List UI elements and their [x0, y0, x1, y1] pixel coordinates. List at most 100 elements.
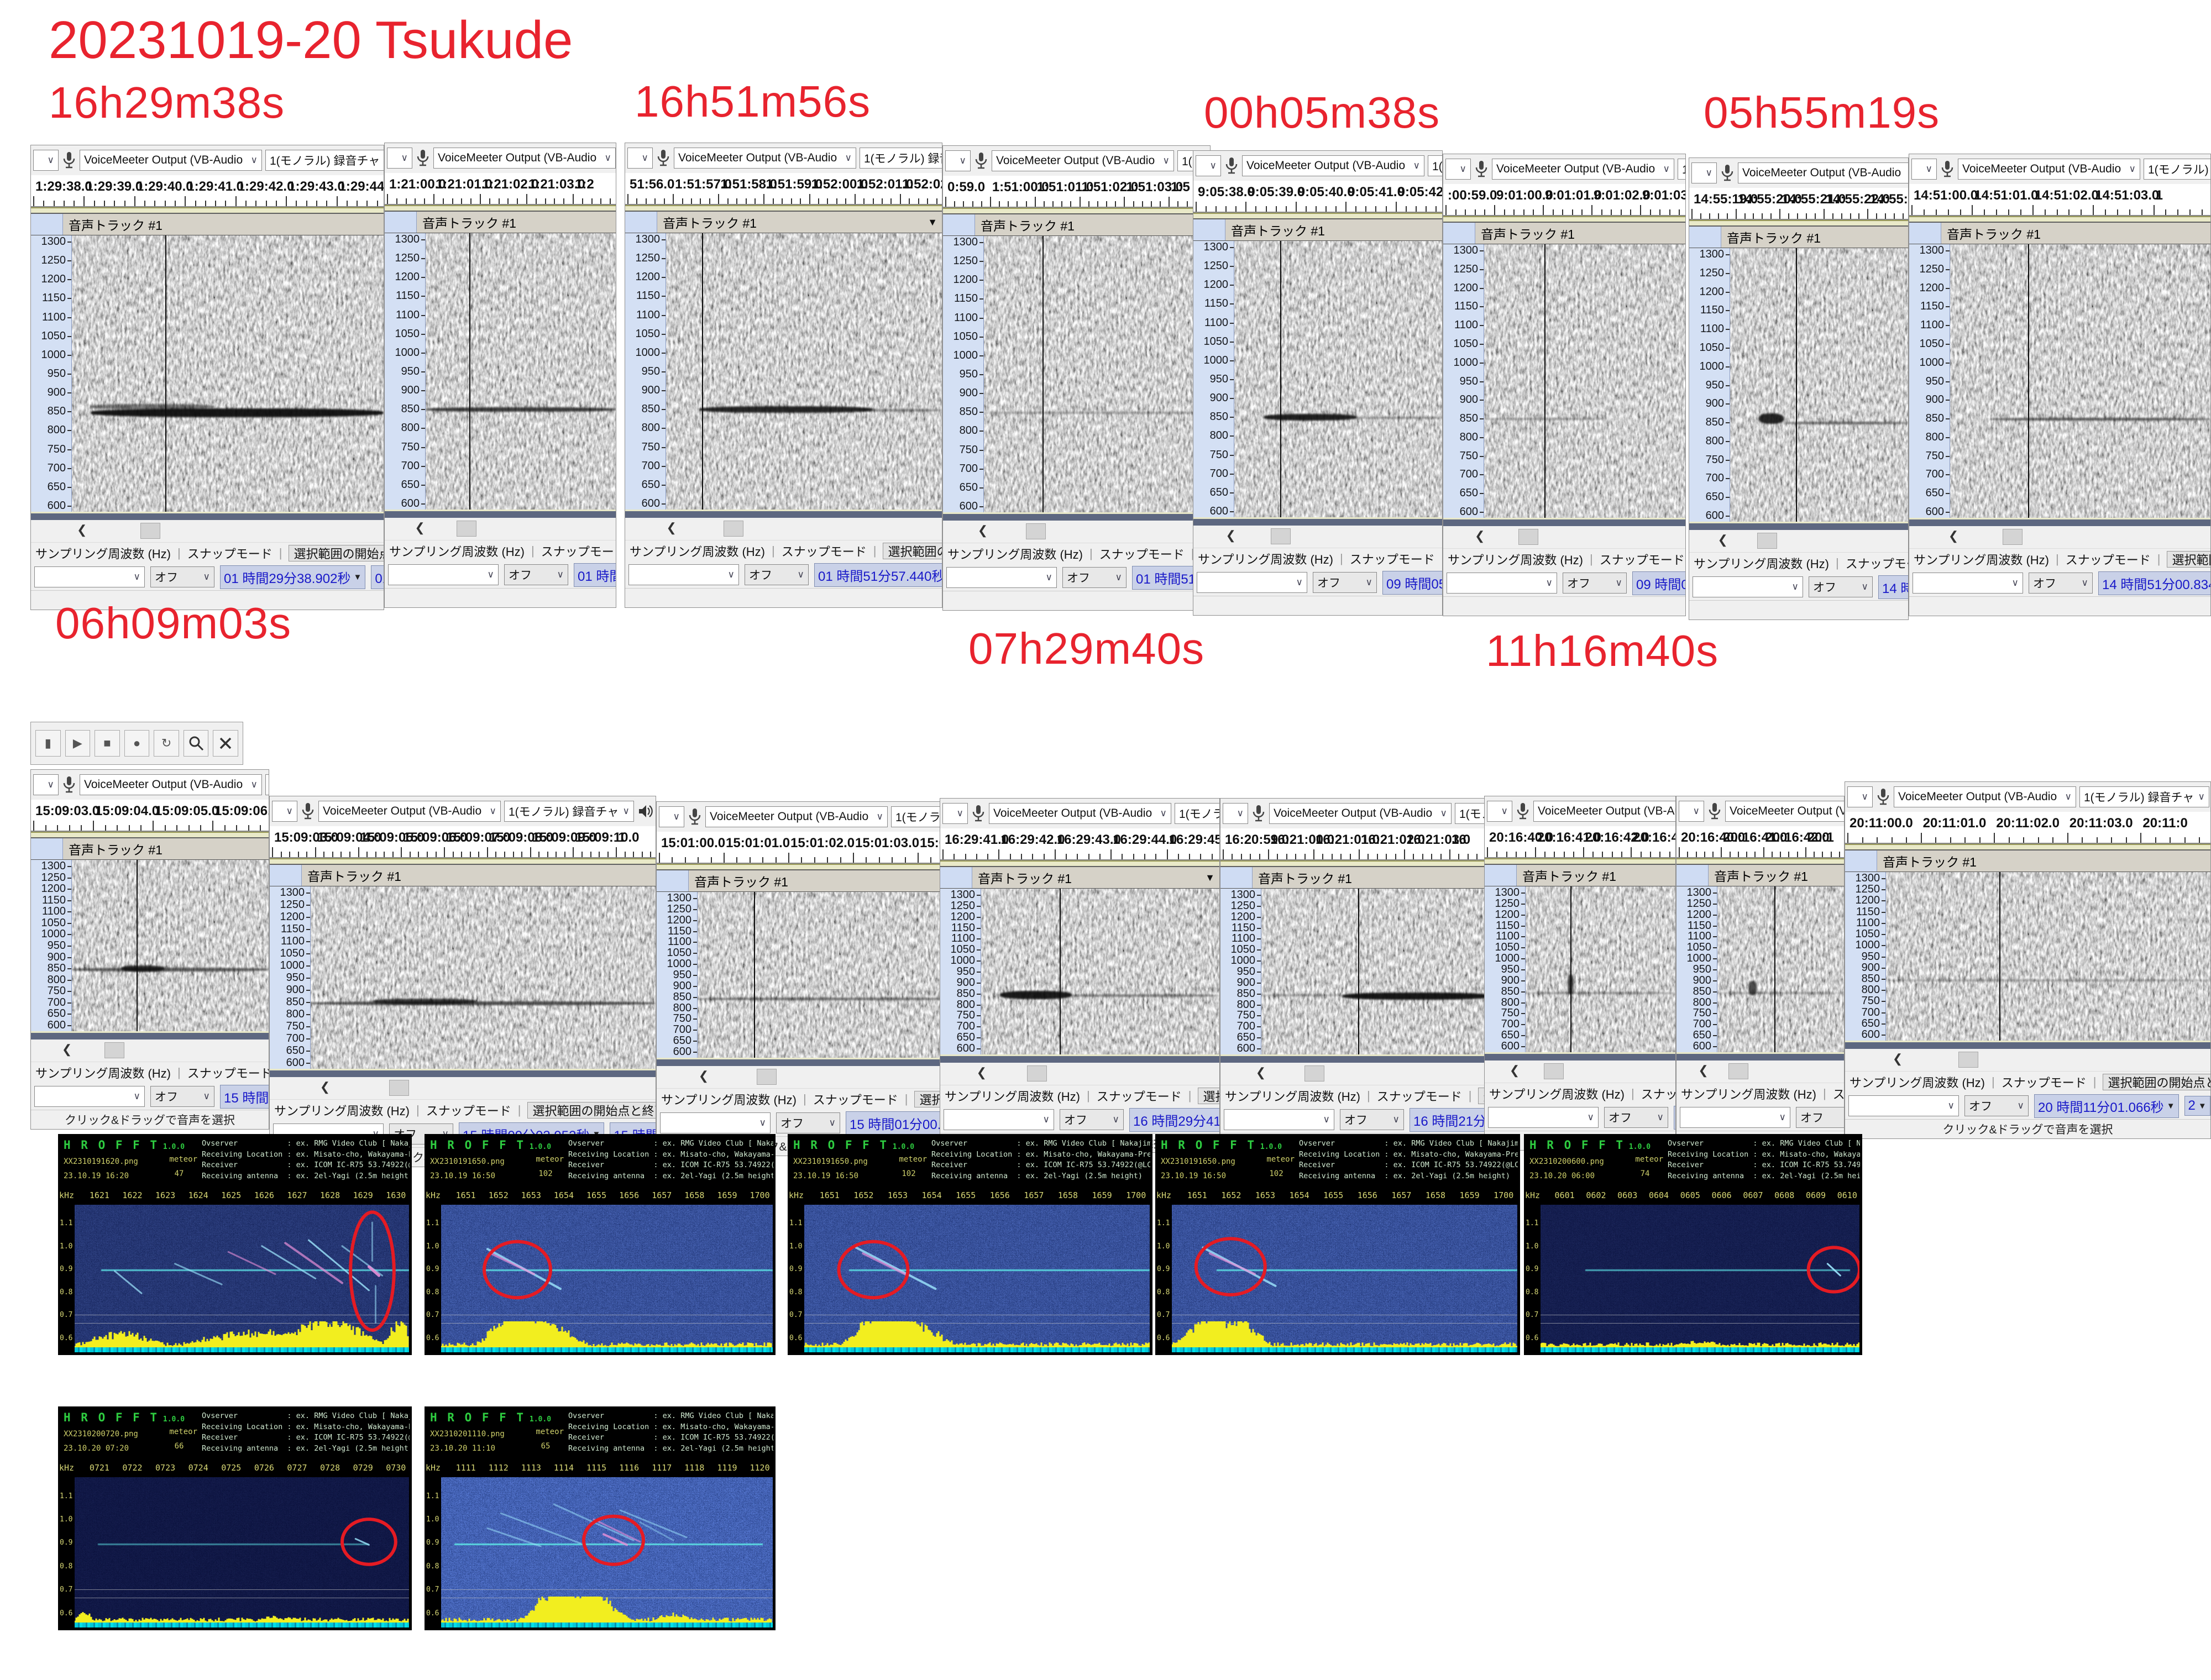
spectrogram[interactable] — [1484, 244, 1685, 518]
sampling-rate-combo[interactable]: ∨ — [1693, 576, 1803, 597]
time-ruler[interactable]: 14:55:19.0 14:55:20.0 14:55:21.0 14:55:22.0… — [1689, 188, 1908, 220]
horizontal-scrollbar[interactable]: ❮ — [943, 521, 1210, 543]
time-ruler[interactable]: 20:16:40.0 20:16:41.0 20:16:42.0 20:1 — [1676, 826, 1844, 858]
snap-mode-combo[interactable]: オフ∨ — [1340, 1109, 1404, 1130]
sampling-rate-combo[interactable]: ∨ — [1447, 573, 1557, 594]
scrollbar-thumb[interactable] — [1757, 533, 1777, 549]
playback-cursor[interactable] — [1358, 889, 1359, 1054]
time-ruler[interactable]: 20:16:40.020:16:41.020:16:42.020:16:43.0 — [1485, 826, 1675, 858]
scroll-left-icon[interactable]: ❮ — [1892, 1052, 1903, 1065]
device-stub-combo[interactable]: ∨ — [33, 774, 59, 795]
snap-mode-combo[interactable]: オフ∨ — [776, 1112, 840, 1133]
spectrogram[interactable] — [984, 236, 1210, 512]
spectrogram[interactable] — [1261, 889, 1491, 1054]
input-device-combo[interactable]: VoiceMeeter Output (VB-Audio Vo∨ — [1738, 162, 1908, 183]
scroll-left-icon[interactable]: ❮ — [319, 1080, 331, 1094]
horizontal-scrollbar[interactable]: ❮ — [1845, 1049, 2210, 1072]
clear-icon[interactable] — [213, 730, 239, 757]
sampling-rate-combo[interactable]: ∨ — [946, 567, 1057, 588]
track-header[interactable]: 音声トラック #1 ▼ — [625, 212, 942, 233]
time-ruler[interactable]: 14:51:00.0 14:51:01.0 14:51:02.0 14:51:03.0… — [1909, 184, 2210, 216]
record-channel-combo[interactable]: 1(モノラル) 録音チャンネル∨ — [265, 774, 269, 795]
track-header[interactable]: 音声トラック #1 — [1689, 227, 1908, 248]
toolbar-button[interactable]: ▶ — [65, 730, 91, 757]
snap-mode-combo[interactable]: オフ∨ — [1809, 576, 1873, 597]
sampling-rate-combo[interactable]: ∨ — [388, 564, 499, 585]
scrollbar-thumb[interactable] — [1270, 528, 1291, 544]
track-menu-icon[interactable]: ▼ — [928, 216, 937, 228]
selection-end-field[interactable]: 01 時間29分38.902秒▼ — [371, 565, 384, 589]
spectrogram[interactable] — [72, 235, 384, 512]
horizontal-scrollbar[interactable]: ❮ — [1220, 1063, 1491, 1085]
selection-start-field[interactable]: 20 時間11分01.066秒 ▼ — [2034, 1094, 2179, 1118]
input-device-combo[interactable]: VoiceMeeter Output (VB-Audio Vo∨ — [1725, 801, 1844, 822]
scroll-left-icon[interactable]: ❮ — [977, 523, 988, 537]
playback-cursor[interactable] — [1544, 244, 1546, 518]
record-channel-combo[interactable]: 1(モノラル) 録音チャンネル∨ — [504, 801, 634, 822]
scrollbar-thumb[interactable] — [1958, 1052, 1978, 1068]
track-header[interactable]: 音声トラック #1 — [1220, 867, 1491, 889]
horizontal-scrollbar[interactable]: ❮ — [270, 1077, 656, 1100]
input-device-combo[interactable]: VoiceMeeter Output (VB-Audio Vo∨ — [433, 148, 616, 169]
spectrogram[interactable] — [981, 889, 1219, 1054]
selection-start-field[interactable]: 16 時間21分00.667秒▼ — [1410, 1107, 1491, 1132]
selection-range-combo[interactable]: 選択範囲の開始点と終了点∨ — [289, 545, 384, 561]
scroll-left-icon[interactable]: ❮ — [698, 1069, 709, 1083]
snap-mode-combo[interactable]: オフ∨ — [1604, 1107, 1668, 1128]
track-header[interactable]: 音声トラック #1 — [1845, 851, 2210, 872]
time-ruler[interactable]: 16:29:41.0 16:29:42.0 16:29:43.0 16:29:44.0… — [940, 828, 1219, 860]
snap-mode-combo[interactable]: オフ∨ — [1563, 573, 1627, 594]
track-header[interactable]: 音声トラック #1 — [1485, 865, 1675, 886]
device-stub-combo[interactable]: ∨ — [945, 150, 971, 171]
playback-cursor[interactable] — [165, 235, 167, 512]
scrollbar-thumb[interactable] — [723, 521, 743, 537]
scroll-left-icon[interactable]: ❮ — [1698, 1063, 1709, 1077]
playback-cursor[interactable] — [2028, 244, 2030, 518]
sampling-rate-combo[interactable]: ∨ — [34, 566, 145, 587]
record-channel-combo[interactable]: 1(モノラル) 録音チャンネル∨ — [2079, 786, 2209, 807]
horizontal-scrollbar[interactable]: ❮ — [1909, 526, 2210, 549]
selection-range-combo[interactable]: 選択範囲の開始点と終了点∨ — [2167, 551, 2210, 568]
sampling-rate-combo[interactable]: ∨ — [1913, 573, 2023, 594]
input-device-combo[interactable]: VoiceMeeter Output (VB-Audio Vo∨ — [1269, 803, 1452, 824]
spectrogram[interactable] — [1950, 244, 2210, 518]
device-stub-combo[interactable]: ∨ — [1196, 155, 1221, 176]
scrollbar-thumb[interactable] — [456, 521, 476, 537]
scrollbar-thumb[interactable] — [1728, 1063, 1748, 1079]
input-device-combo[interactable]: VoiceMeeter Output (VB-Audio Vo∨ — [318, 801, 501, 822]
input-device-combo[interactable]: VoiceMeeter Output (VB-Audio Vo∨ — [80, 774, 262, 795]
sampling-rate-combo[interactable]: ∨ — [1848, 1095, 1959, 1116]
time-ruler[interactable]: 15:09:03.015:09:04.015:09:05.015:09:06.0 — [31, 800, 269, 832]
input-device-combo[interactable]: VoiceMeeter Output (VB-Audio Vo∨ — [674, 148, 856, 169]
horizontal-scrollbar[interactable]: ❮ — [1443, 526, 1685, 549]
scroll-left-icon[interactable]: ❮ — [1717, 533, 1728, 547]
playback-cursor[interactable] — [1060, 889, 1061, 1054]
track-header[interactable]: 音声トラック #1 — [385, 212, 616, 233]
snap-mode-combo[interactable]: オフ∨ — [2029, 573, 2093, 594]
track-header[interactable]: 音声トラック #1 — [1443, 223, 1685, 244]
input-device-combo[interactable]: VoiceMeeter Output (VB-Audio Vo∨ — [80, 150, 262, 171]
device-stub-combo[interactable]: ∨ — [1847, 786, 1873, 807]
track-header[interactable]: 音声トラック #1 — [1193, 219, 1442, 241]
snap-mode-combo[interactable]: オフ∨ — [504, 564, 568, 585]
time-ruler[interactable]: 15:09:03.0 15:09:04.0 15:09:05.0 15:09:06.0… — [270, 826, 656, 858]
sampling-rate-combo[interactable]: ∨ — [944, 1109, 1054, 1130]
scrollbar-thumb[interactable] — [1518, 529, 1538, 545]
horizontal-scrollbar[interactable]: ❮ — [385, 518, 616, 540]
record-channel-combo[interactable]: 1(モノラル) 録音チャンネル∨ — [860, 148, 942, 169]
spectrogram[interactable] — [1886, 872, 2210, 1041]
record-channel-combo[interactable]: 1(モノラル) 録音チャンネル∨ — [2144, 159, 2210, 180]
device-stub-combo[interactable]: ∨ — [272, 801, 297, 822]
track-header[interactable]: 音声トラック #1 ▼ — [940, 867, 1219, 889]
device-stub-combo[interactable]: ∨ — [1679, 801, 1704, 822]
time-ruler[interactable]: 16:20:59.0 16:21:00.0 16:21:01.0 16:21:02.0… — [1220, 828, 1491, 860]
record-channel-combo[interactable]: 1(モノラル) 録音チャンネル∨ — [265, 150, 384, 171]
toolbar-button[interactable]: ● — [124, 730, 150, 757]
scrollbar-thumb[interactable] — [389, 1080, 410, 1096]
playback-cursor[interactable] — [137, 860, 138, 1031]
selection-start-field[interactable]: 16 時間29分41.830秒▼ — [1129, 1107, 1219, 1132]
spectrogram[interactable] — [1717, 886, 1844, 1052]
device-stub-combo[interactable]: ∨ — [1487, 801, 1512, 822]
input-device-combo[interactable]: VoiceMeeter Output (VB-Audio Vo∨ — [1533, 801, 1675, 822]
snap-mode-combo[interactable]: オフ∨ — [1796, 1107, 1844, 1128]
